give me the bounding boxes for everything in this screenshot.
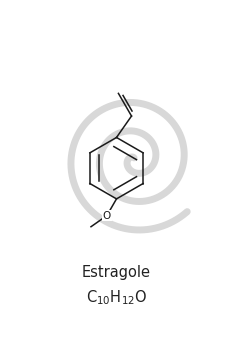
Text: Estragole: Estragole bbox=[82, 265, 151, 280]
Text: C$_{10}$H$_{12}$O: C$_{10}$H$_{12}$O bbox=[86, 288, 147, 307]
Text: O: O bbox=[103, 211, 111, 220]
